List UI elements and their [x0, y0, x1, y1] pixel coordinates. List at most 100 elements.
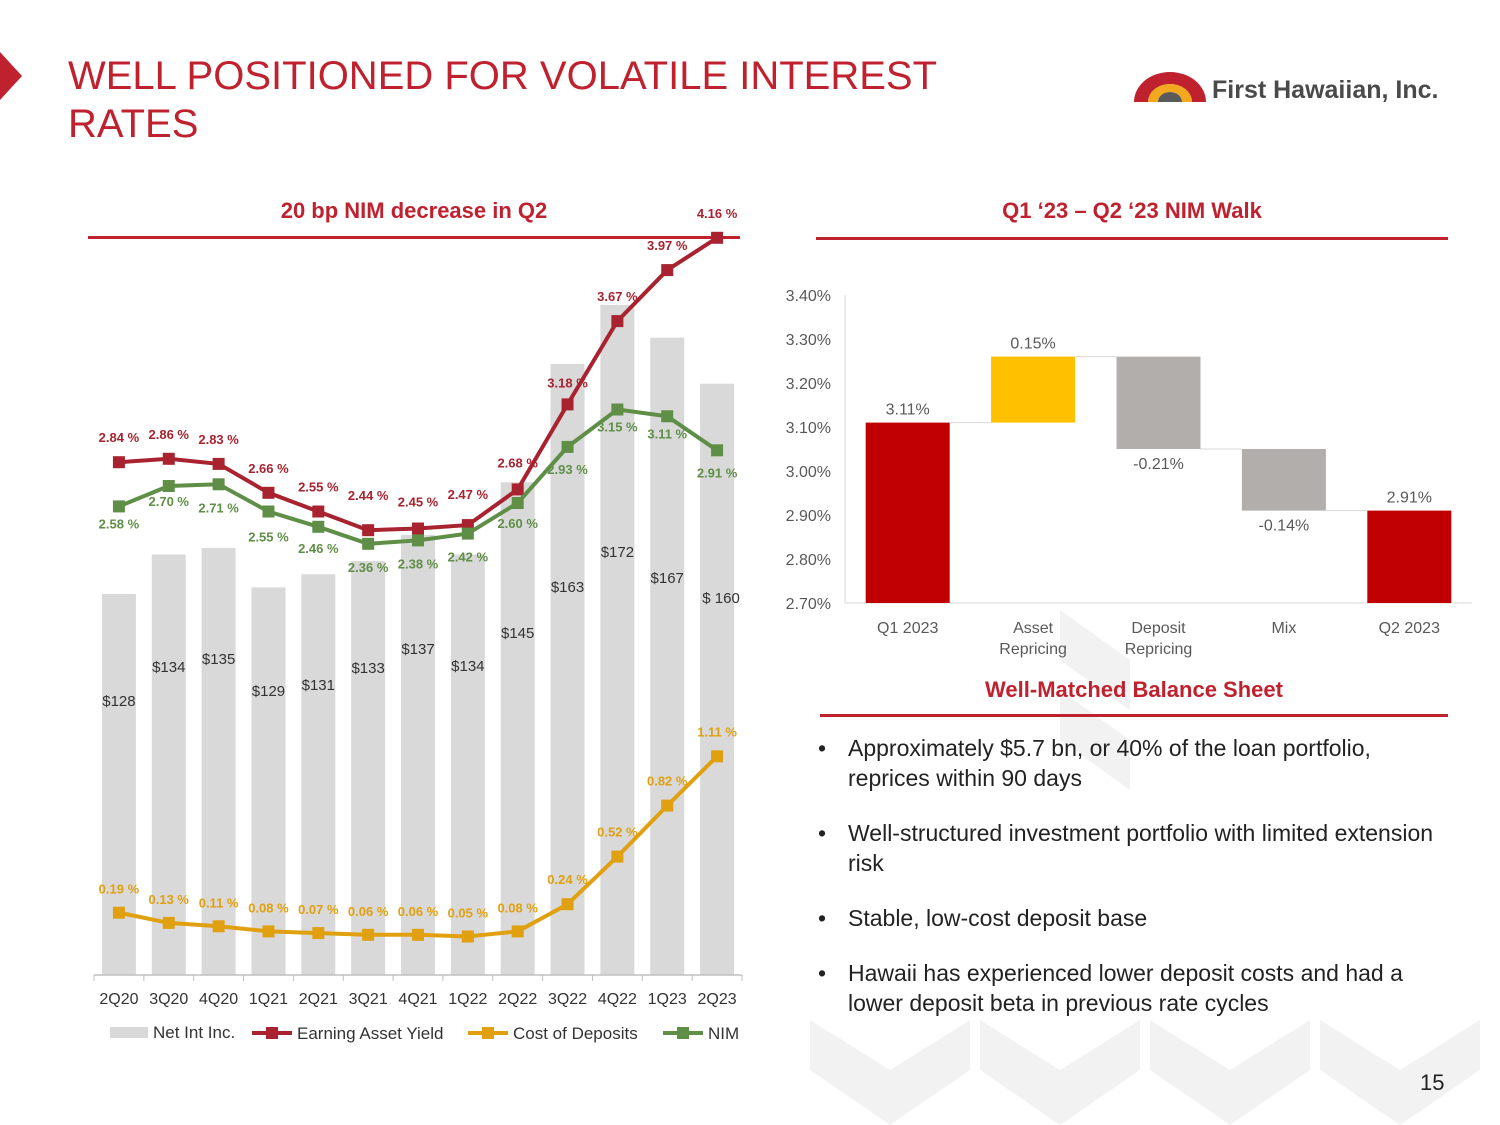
earning-asset-yield-point — [611, 315, 624, 328]
slide-marker — [0, 52, 22, 100]
waterfall-bar — [1241, 449, 1326, 511]
cost-of-deposits-data-label: 0.08 % — [248, 900, 289, 915]
x-tick-label: Mix — [1271, 620, 1296, 637]
earning-asset-yield-data-label: 2.44 % — [348, 488, 389, 503]
waterfall-data-label: -0.14% — [1259, 518, 1310, 535]
nim-point — [412, 534, 424, 547]
x-tick-label: 3Q20 — [149, 991, 188, 1008]
earning-asset-yield-point — [162, 452, 175, 465]
net-int-inc-bar — [550, 363, 585, 975]
nim-data-label: 2.60 % — [497, 516, 538, 531]
legend-label: Earning Asset Yield — [297, 1024, 443, 1043]
bullet-item: Hawaii has experienced lower deposit cos… — [818, 958, 1458, 1018]
waterfall-bar — [1367, 510, 1452, 603]
earning-asset-yield-data-label: 2.68 % — [497, 455, 538, 470]
net-int-inc-bar — [301, 574, 336, 975]
net-int-inc-bar — [401, 534, 435, 975]
earning-asset-yield-data-label: 2.66 % — [248, 461, 289, 476]
net-int-inc-bar — [151, 554, 186, 975]
x-tick-label: Repricing — [999, 641, 1067, 658]
cost-of-deposits-data-label: 1.11 % — [697, 724, 737, 739]
bar-value-label: $137 — [401, 641, 434, 658]
y-tick-label: 3.00% — [786, 464, 831, 481]
nim-point — [262, 505, 275, 518]
right-heading-rule — [816, 237, 1448, 240]
bar-value-label: $167 — [651, 570, 684, 587]
nim-data-label: 2.70 % — [149, 494, 190, 509]
legend-label: Cost of Deposits — [513, 1024, 638, 1043]
net-int-inc-bar — [201, 547, 236, 975]
balance-sheet-heading: Well-Matched Balance Sheet — [985, 677, 1283, 702]
bullet-item: Well-structured investment portfolio wit… — [818, 818, 1458, 878]
net-int-inc-bar — [450, 554, 485, 975]
nim-data-label: 2.42 % — [448, 550, 489, 565]
y-tick-label: 2.80% — [786, 552, 831, 569]
x-tick-label: 1Q23 — [648, 991, 687, 1008]
x-tick-label: Repricing — [1125, 641, 1193, 658]
earning-asset-yield-data-label: 3.67 % — [597, 289, 638, 304]
earning-asset-yield-data-label: 3.18 % — [547, 375, 588, 390]
earning-asset-yield-point — [112, 456, 125, 469]
nim-data-label: 2.58 % — [99, 516, 140, 531]
earning-asset-yield-point — [312, 505, 325, 518]
legend-label: NIM — [708, 1024, 739, 1043]
y-tick-label: 3.30% — [786, 332, 831, 349]
earning-asset-yield-data-label: 3.97 % — [647, 238, 688, 253]
net-int-inc-bar — [700, 383, 735, 975]
left-heading-rule — [88, 236, 740, 239]
y-tick-label: 3.40% — [786, 288, 831, 305]
cost-of-deposits-point — [711, 750, 724, 763]
x-tick-label: 4Q22 — [598, 991, 637, 1008]
waterfall-bar — [865, 422, 950, 603]
waterfall-data-label: 0.15% — [1010, 336, 1055, 353]
cost-of-deposits-point — [162, 916, 175, 929]
page-number: 15 — [1420, 1070, 1445, 1095]
right-chart-heading: Q1 ‘23 – Q2 ‘23 NIM Walk — [1002, 198, 1262, 223]
bullet-item: Stable, low-cost deposit base — [818, 903, 1458, 933]
waterfall-bar — [991, 356, 1076, 423]
cost-of-deposits-point — [511, 925, 524, 938]
cost-of-deposits-data-label: 0.52 % — [597, 825, 638, 840]
legend-marker-cost-of-deposits — [482, 1027, 494, 1039]
earning-asset-yield-data-label: 2.45 % — [398, 495, 439, 510]
x-tick-label: 4Q20 — [199, 991, 238, 1008]
x-tick-label: 4Q21 — [398, 991, 437, 1008]
earning-asset-yield-point — [362, 524, 375, 537]
sunrise-logo-icon — [1134, 72, 1206, 102]
nim-data-label: 3.15 % — [597, 420, 638, 435]
legend-swatch-net-int-inc — [110, 1027, 148, 1038]
balance-sheet-bullets: Approximately $5.7 bn, or 40% of the loa… — [818, 733, 1458, 1043]
cost-of-deposits-data-label: 0.06 % — [348, 904, 389, 919]
x-tick-label: 2Q22 — [498, 991, 537, 1008]
cost-of-deposits-point — [461, 930, 474, 943]
bar-value-label: $133 — [351, 660, 384, 677]
cost-of-deposits-data-label: 0.08 % — [497, 900, 538, 915]
nim-point — [162, 480, 175, 492]
waterfall-data-label: 3.11% — [886, 402, 930, 419]
cost-of-deposits-point — [561, 898, 574, 911]
cost-of-deposits-data-label: 0.07 % — [298, 902, 339, 917]
y-tick-label: 2.90% — [786, 508, 831, 525]
cost-of-deposits-point — [262, 925, 275, 938]
nim-data-label: 2.55 % — [248, 530, 289, 545]
earning-asset-yield-data-label: 2.86 % — [149, 427, 190, 442]
cost-of-deposits-data-label: 0.05 % — [448, 906, 489, 921]
earning-asset-yield-point — [561, 398, 574, 411]
x-tick-label: Asset — [1013, 620, 1054, 637]
earning-asset-yield-data-label: 4.16 % — [697, 206, 738, 221]
net-int-inc-bar — [650, 337, 685, 976]
company-logo: First Hawaiian, Inc. — [1130, 66, 1460, 110]
y-tick-label: 3.20% — [786, 376, 831, 393]
bar-value-label: $163 — [551, 579, 584, 596]
nim-point — [661, 410, 674, 423]
earning-asset-yield-point — [511, 483, 524, 496]
cost-of-deposits-point — [212, 920, 225, 933]
page-title: WELL POSITIONED FOR VOLATILE INTEREST RA… — [68, 54, 937, 146]
earning-asset-yield-data-label: 2.83 % — [198, 432, 239, 447]
net-int-inc-bar — [500, 482, 535, 975]
nim-data-label: 2.36 % — [348, 560, 389, 575]
cost-of-deposits-point — [611, 850, 624, 863]
nim-data-label: 2.91 % — [697, 465, 738, 480]
cost-of-deposits-point — [661, 799, 674, 812]
nim-point — [312, 520, 325, 533]
